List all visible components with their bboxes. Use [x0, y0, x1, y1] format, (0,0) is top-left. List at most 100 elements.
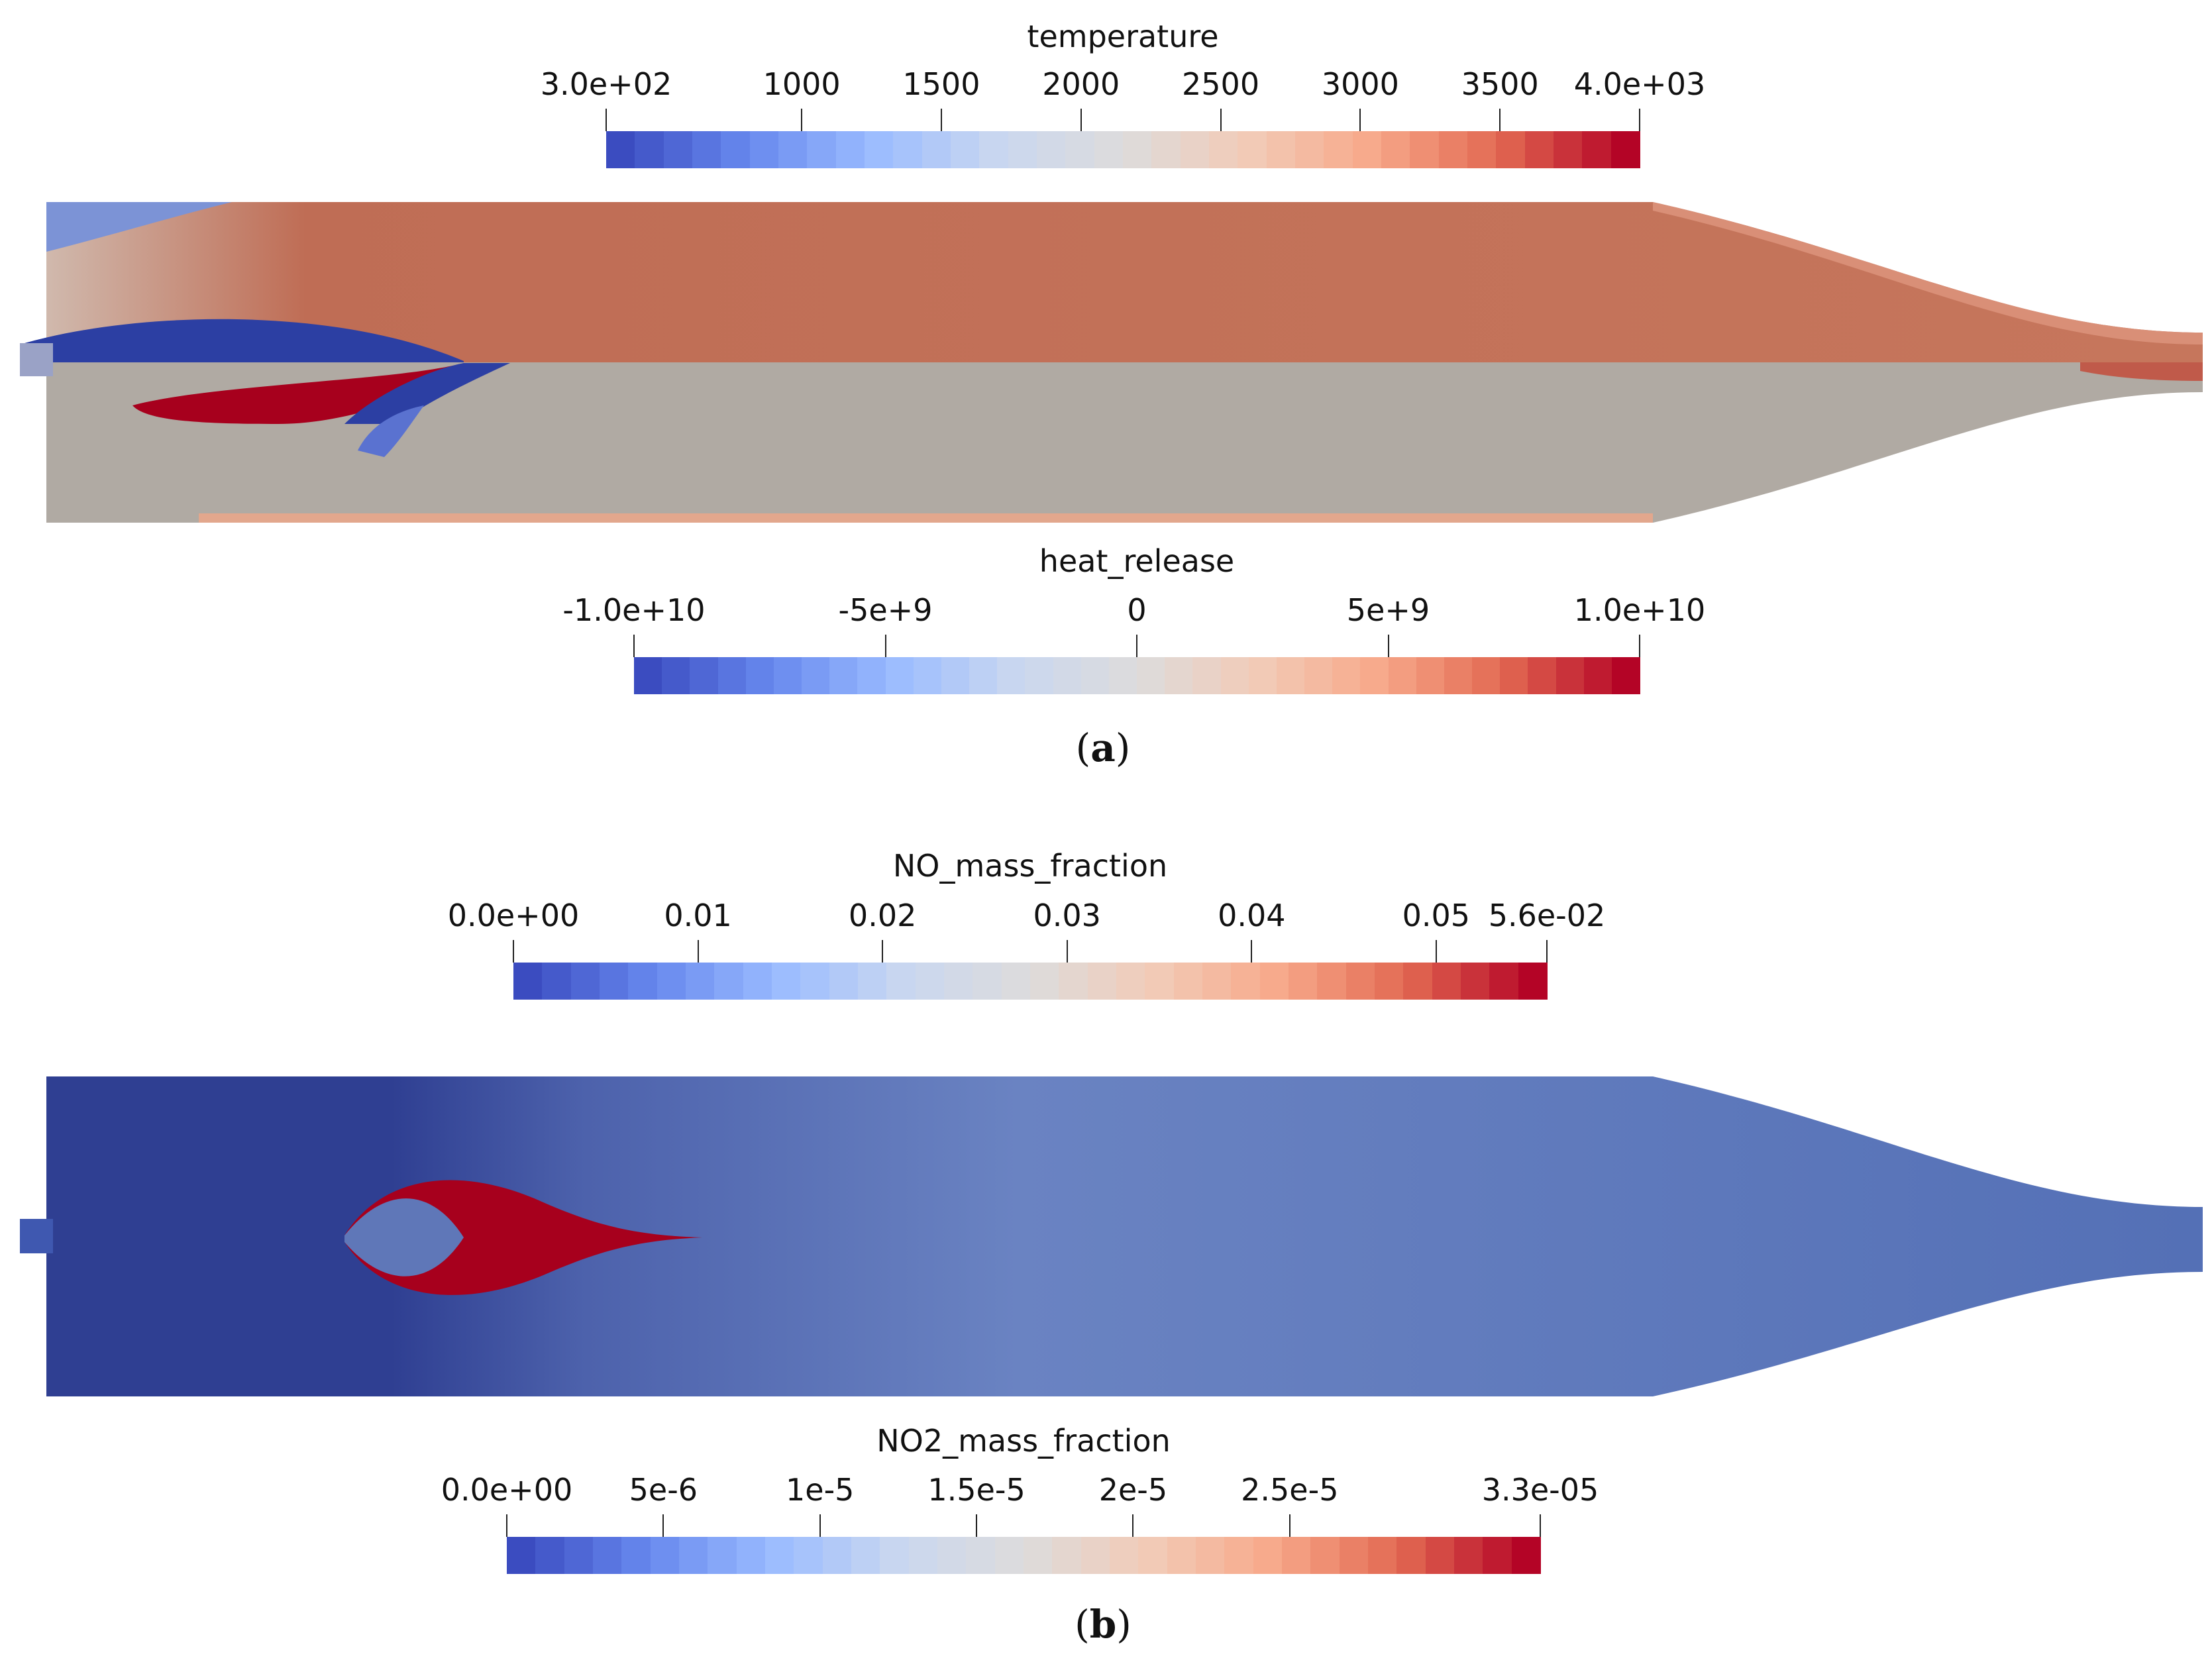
no-colorbar-tick-label: 0.0e+00	[447, 898, 580, 933]
heat-release-colorbar-tick	[1639, 635, 1640, 657]
no2-colorbar-bar-step	[851, 1537, 881, 1574]
no-colorbar-tick-label: 0.01	[664, 898, 732, 933]
heat-release-colorbar-bar-step	[717, 657, 747, 694]
temperature-colorbar-bar-step	[893, 131, 923, 168]
temperature-colorbar-bar-step	[922, 131, 951, 168]
temperature-colorbar-tick	[1359, 109, 1361, 131]
heat-release-colorbar-tick	[1136, 635, 1137, 657]
temperature-colorbar-tick-label: 4.0e+03	[1573, 66, 1706, 102]
heat-release-colorbar-bar-step	[1248, 657, 1277, 694]
temperature-colorbar-bar-step	[1381, 131, 1411, 168]
no2-colorbar-bar-step	[1138, 1537, 1168, 1574]
heat-release-colorbar-bar-step	[829, 657, 859, 694]
no2-colorbar-bar-step	[1110, 1537, 1139, 1574]
heat-release-colorbar-bar-step	[1137, 657, 1166, 694]
heat-release-colorbar-bar-step	[662, 657, 691, 694]
no-colorbar-bar-step	[1001, 963, 1031, 1000]
no-colorbar-bar-step	[1059, 963, 1088, 1000]
heat-release-colorbar-bar-step	[1555, 657, 1585, 694]
heat-release-colorbar-tick-label: 5e+9	[1346, 592, 1430, 628]
no-colorbar-bar-step	[1202, 963, 1232, 1000]
temperature-colorbar-bar-step	[1467, 131, 1497, 168]
no-colorbar-tick	[513, 940, 514, 963]
no-colorbar-bar-step	[1087, 963, 1117, 1000]
temperature-colorbar-bar-step	[835, 131, 865, 168]
no-colorbar-tick-label: 0.02	[848, 898, 917, 933]
heat-release-colorbar-bar-step	[690, 657, 719, 694]
heat-release-colorbar-bar-step	[1528, 657, 1557, 694]
no2-colorbar-bar-step	[1339, 1537, 1369, 1574]
heat-release-sink-1	[344, 363, 510, 424]
no2-colorbar-bar-step	[1052, 1537, 1082, 1574]
heat-release-colorbar-bar-step	[773, 657, 802, 694]
no2-colorbar-bar-step	[1167, 1537, 1196, 1574]
temperature-colorbar-tick-label: 1000	[763, 66, 841, 102]
no2-colorbar-bar-step	[908, 1537, 938, 1574]
heat-release-colorbar-tick-label: -1.0e+10	[562, 592, 706, 628]
temperature-colorbar-bar-step	[1008, 131, 1037, 168]
no-colorbar-bar-step	[1432, 963, 1461, 1000]
temperature-colorbar-tick-label: 3500	[1461, 66, 1539, 102]
no2-colorbar-bar-step	[1483, 1537, 1512, 1574]
no2-colorbar-bar-step	[880, 1537, 910, 1574]
no-colorbar-bar-step	[1116, 963, 1146, 1000]
temperature-colorbar-bar-step	[1352, 131, 1382, 168]
no-colorbar-bar-step	[657, 963, 686, 1000]
no-colorbar-bar-step	[743, 963, 772, 1000]
heat-release-colorbar-bar-step	[1472, 657, 1501, 694]
no2-colorbar-bar-step	[966, 1537, 996, 1574]
no2-colorbar-tick	[976, 1514, 978, 1537]
no-colorbar-bar-step	[1375, 963, 1404, 1000]
heat-release-colorbar-bar-step	[1220, 657, 1249, 694]
no-colorbar-bar-step	[1345, 963, 1375, 1000]
heat-release-field	[46, 362, 2203, 523]
no-colorbar-bar-step	[1030, 963, 1060, 1000]
no-colorbar-tick	[1435, 940, 1437, 963]
no-colorbar-tick-label: 0.05	[1402, 898, 1471, 933]
temperature-colorbar-bar-step	[1582, 131, 1612, 168]
heat-release-colorbar-bar-step	[1108, 657, 1137, 694]
heat-release-colorbar-bar-step	[1583, 657, 1612, 694]
no2-colorbar-bar-step	[822, 1537, 852, 1574]
no2-colorbar-bar-step	[1396, 1537, 1426, 1574]
no2-colorbar-bar-step	[1454, 1537, 1484, 1574]
heat-release-colorbar-bar-step	[997, 657, 1026, 694]
heat-release-colorbar-bar-step	[1304, 657, 1334, 694]
no2-colorbar-tick-label: 1.5e-5	[927, 1472, 1026, 1508]
no2-colorbar-bar-step	[736, 1537, 766, 1574]
no2-colorbar-tick	[506, 1514, 507, 1537]
temperature-colorbar-title: temperature	[1027, 19, 1219, 54]
no-colorbar-bar-step	[1145, 963, 1175, 1000]
heat-release-colorbar-tick	[1387, 635, 1389, 657]
heat-release-wall-layer	[199, 513, 1653, 523]
no2-colorbar-tick	[1132, 1514, 1134, 1537]
heat-release-colorbar-bar-step	[1192, 657, 1222, 694]
no2-colorbar-bar-step	[994, 1537, 1024, 1574]
no2-colorbar-bar-step	[621, 1537, 651, 1574]
no-colorbar-bar-step	[1489, 963, 1519, 1000]
heat-release-colorbar-bar-step	[941, 657, 970, 694]
temperature-colorbar-bar-step	[778, 131, 808, 168]
temperature-colorbar-tick	[1499, 109, 1501, 131]
no-colorbar-bar-step	[1231, 963, 1261, 1000]
no2-colorbar-bar-step	[1368, 1537, 1398, 1574]
inlet-tube-b	[20, 1219, 53, 1253]
heat-release-colorbar-bar-step	[1332, 657, 1361, 694]
temperature-colorbar-tick	[1220, 109, 1222, 131]
inlet-tube-a	[20, 343, 53, 376]
temperature-colorbar-bar-step	[721, 131, 751, 168]
temperature-colorbar-bar-step	[1554, 131, 1583, 168]
heat-release-sink-2	[358, 405, 424, 457]
temperature-field	[46, 202, 2203, 362]
no2-colorbar-tick	[1289, 1514, 1290, 1537]
temperature-colorbar-bar-step	[1065, 131, 1095, 168]
no-colorbar-bar-step	[1403, 963, 1433, 1000]
temperature-colorbar-bar-step	[1496, 131, 1526, 168]
no-colorbar-bar-step	[570, 963, 600, 1000]
temperature-colorbar-bar-step	[807, 131, 837, 168]
heat-release-colorbar-bar-step	[885, 657, 914, 694]
temperature-colorbar-bar-step	[1410, 131, 1440, 168]
no-colorbar-tick-label: 5.6e-02	[1488, 898, 1606, 933]
no-colorbar-bar-step	[600, 963, 629, 1000]
no-colorbar-tick	[882, 940, 884, 963]
